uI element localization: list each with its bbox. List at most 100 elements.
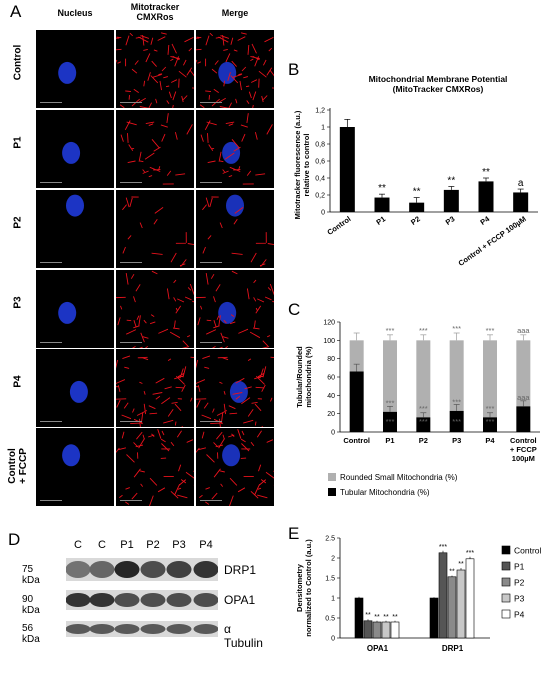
micrograph [116,428,194,506]
nucleus-blob [58,301,77,324]
mitochondria-network [122,196,194,267]
micrograph [196,349,274,427]
scale-bar [120,342,142,343]
significance-label: ** [458,561,464,568]
blot-lane-label: P3 [172,539,186,551]
significance-label: *** [452,417,461,426]
y-tick-label: 0.5 [325,616,335,623]
blot-band [140,593,166,607]
x-tick-label: Control [325,214,352,237]
blot-band [89,561,115,578]
legend-swatch-tubular [328,488,336,496]
legend-swatch-rounded [328,473,336,481]
y-axis-label: normalized to Control (a.u.) [304,539,313,637]
mitochondria-network [196,429,274,506]
blot-band [114,561,140,578]
column-header-mitotracker: Mitotracker CMXRos [130,2,180,22]
bar [372,621,382,639]
micrograph [36,349,114,427]
bar [374,197,390,212]
x-tick-label: P3 [444,214,457,227]
micrograph [36,428,114,506]
row-label: Control + FCCP [7,448,29,484]
protein-label: OPA1 [224,593,256,607]
molecular-weight-marker: 75 kDa [22,563,40,586]
molecular-weight-marker: 90 kDa [22,594,40,616]
blot-lane-label: C [98,539,106,551]
panel-letter-c: C [288,300,301,319]
bar [409,202,425,212]
blot-lane-label: C [74,539,82,551]
micrograph [36,270,114,348]
bar [456,569,466,639]
micrograph [36,190,114,268]
mitochondria-network [196,32,274,108]
significance-label: *** [486,417,495,426]
scale-bar [40,500,62,501]
micrograph [36,110,114,188]
row-label: P4 [12,375,24,388]
bar-tubular [449,410,464,432]
y-tick-label: 1.5 [325,576,335,583]
nucleus-blob [62,141,81,164]
x-tick-label: Control + FCCP 100µM [457,214,528,268]
legend-label: P1 [514,562,525,572]
scale-bar [200,421,222,422]
significance-label: aaa [517,393,530,402]
scale-bar [200,500,222,501]
y-tick-label: 1,2 [315,108,325,115]
nucleus-blob [218,301,237,324]
significance-label: *** [386,326,395,335]
blot-band [166,561,192,578]
y-tick-label: 60 [327,375,335,382]
legend-swatch [501,545,511,555]
significance-label: *** [452,324,461,333]
column-header-merge: Merge [221,8,249,18]
scale-bar [120,500,142,501]
x-tick-label: P2 [409,214,422,227]
bar [429,597,439,639]
scale-bar [40,262,62,263]
x-tick-label: 100µM [512,454,535,463]
bar-rounded [349,340,364,372]
mitochondria-network [196,270,274,348]
significance-label: ** [449,569,455,576]
bar-rounded [516,340,531,407]
significance-label: *** [466,550,474,557]
panel-letter-a: A [10,2,22,21]
significance-label: *** [386,399,395,408]
x-tick-label: + FCCP [510,445,537,454]
y-tick-label: 120 [323,320,335,327]
bar-tubular [516,406,531,432]
x-tick-label: Control [510,436,537,445]
blot-band [65,561,91,578]
significance-label: ** [383,614,389,621]
bar-rounded [416,340,431,418]
y-tick-label: 0 [331,636,335,643]
bar [390,621,400,639]
bar-rounded [483,340,497,418]
protein-label: α Tubulin [224,622,263,650]
blot-band [89,624,115,634]
mitochondria-network [120,113,193,185]
y-tick-label: 20 [327,411,335,418]
significance-label: *** [486,326,495,335]
bar [513,192,529,212]
y-tick-label: 0,6 [315,159,325,166]
significance-label: ** [378,183,386,194]
scale-bar [120,421,142,422]
y-tick-label: 100 [323,338,335,345]
scale-bar [120,182,142,183]
bar [447,576,457,639]
bar [339,127,355,212]
blot-band [166,624,192,634]
micrograph [196,190,274,268]
row-label: P3 [12,296,24,309]
legend-label: P2 [514,578,525,588]
micrograph [116,190,194,268]
protein-label: DRP1 [224,562,257,577]
significance-label: ** [392,614,398,621]
blot-band [193,561,219,578]
y-tick-label: 0 [321,210,325,217]
bar-tubular [483,417,497,432]
